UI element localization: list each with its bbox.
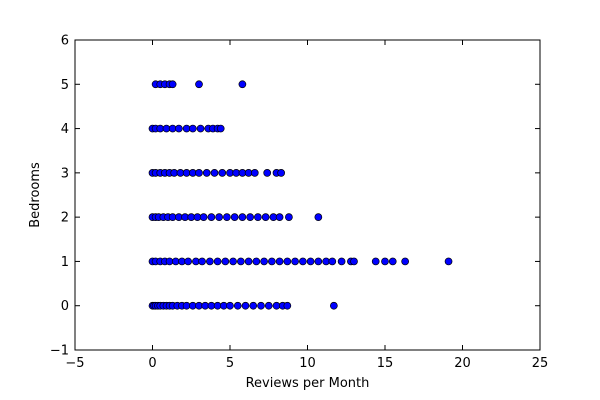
x-tick-label: 0: [148, 356, 156, 371]
data-point: [291, 257, 299, 266]
data-point: [314, 213, 323, 221]
plot-area-frame: [74, 39, 541, 351]
data-point: [238, 80, 247, 89]
x-tick-label: −5: [65, 356, 84, 371]
data-point: [238, 213, 247, 221]
data-point: [275, 257, 284, 266]
x-axis-label: Reviews per Month: [246, 376, 370, 391]
data-point: [233, 301, 242, 310]
y-tick-label: 1: [61, 255, 69, 270]
data-point: [226, 301, 234, 310]
data-point: [230, 213, 239, 221]
points-layer: [148, 80, 453, 310]
data-point: [213, 257, 222, 266]
data-point: [264, 301, 273, 310]
data-point: [218, 169, 227, 177]
data-point: [229, 257, 237, 266]
x-tick-label: 5: [226, 356, 234, 371]
data-point: [207, 213, 216, 221]
data-point: [261, 213, 270, 221]
data-point: [257, 301, 265, 310]
y-tick-label: 0: [61, 299, 69, 314]
data-point: [299, 257, 307, 266]
x-tick-label: 25: [532, 356, 549, 371]
data-point: [216, 124, 225, 133]
y-tick-label: 5: [61, 78, 69, 93]
data-point: [206, 257, 214, 266]
data-point: [215, 213, 223, 221]
data-point: [244, 257, 253, 266]
data-point: [168, 80, 177, 89]
data-point: [199, 213, 208, 221]
data-point: [196, 124, 205, 133]
data-point: [277, 169, 285, 177]
data-point: [275, 213, 284, 221]
data-point: [241, 301, 250, 310]
data-point: [195, 169, 203, 177]
data-point: [223, 213, 231, 221]
data-point: [328, 257, 337, 266]
data-point: [371, 257, 380, 266]
x-tick-label: 15: [377, 356, 394, 371]
y-tick-label: −1: [50, 344, 69, 359]
data-point: [237, 257, 245, 266]
y-tick-label: 4: [61, 122, 69, 137]
ticks-layer: −5 0 5 10 15 20 25 −1 0 1 2 3 4 5 6: [50, 34, 548, 372]
data-point: [252, 257, 261, 266]
data-point: [246, 213, 254, 221]
data-point: [175, 124, 183, 133]
data-point: [444, 257, 453, 266]
data-point: [314, 257, 323, 266]
data-point: [250, 169, 259, 177]
data-point: [260, 257, 268, 266]
data-point: [195, 80, 203, 89]
data-point: [306, 257, 315, 266]
data-point: [283, 301, 292, 310]
data-point: [254, 213, 262, 221]
data-point: [388, 257, 397, 266]
data-point: [337, 257, 346, 266]
data-point: [285, 213, 293, 221]
y-tick-label: 3: [61, 166, 69, 181]
data-point: [283, 257, 292, 266]
y-tick-label: 6: [61, 34, 69, 49]
data-point: [188, 124, 197, 133]
data-point: [350, 257, 358, 266]
y-axis-label: Bedrooms: [28, 162, 43, 228]
data-point: [210, 169, 219, 177]
data-point: [184, 257, 192, 266]
data-point: [263, 169, 272, 177]
data-point: [401, 257, 409, 266]
data-point: [330, 301, 338, 310]
x-tick-label: 10: [299, 356, 316, 371]
data-point: [202, 169, 211, 177]
y-tick-label: 2: [61, 211, 69, 226]
data-point: [198, 257, 206, 266]
data-point: [268, 257, 276, 266]
x-tick-label: 20: [454, 356, 471, 371]
data-point: [249, 301, 258, 310]
data-point: [221, 257, 230, 266]
data-point: [381, 257, 389, 266]
